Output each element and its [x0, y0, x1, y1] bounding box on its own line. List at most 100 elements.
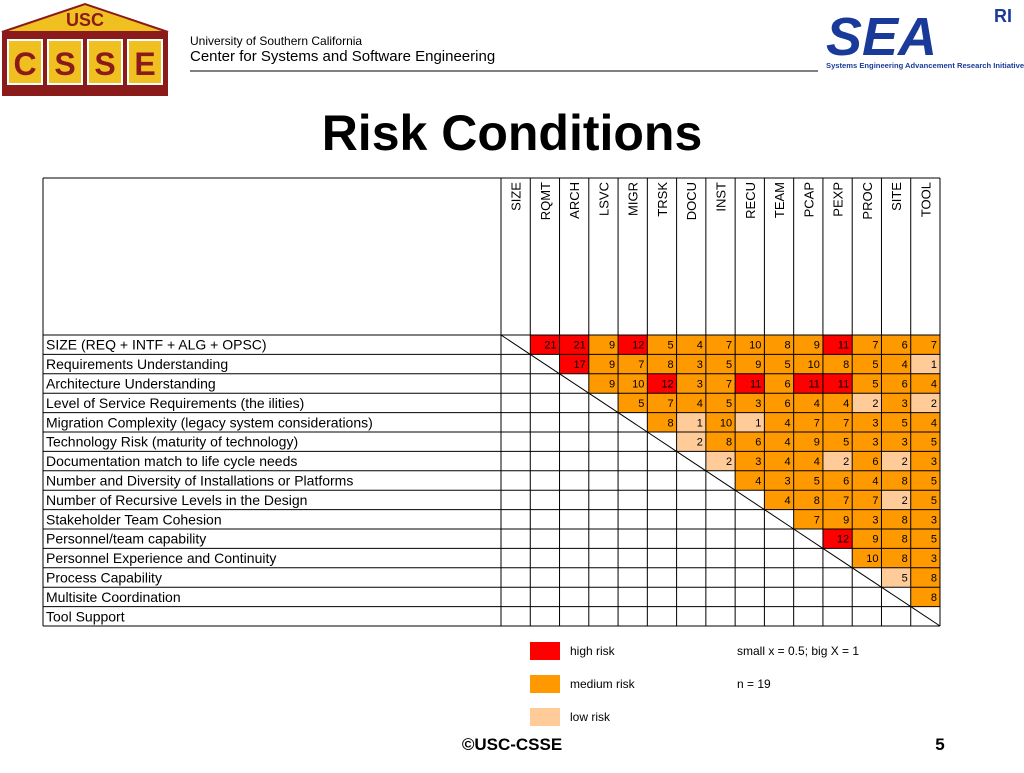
risk-cell [793, 432, 823, 452]
cell-value: 5 [638, 398, 644, 410]
risk-cell [852, 373, 882, 394]
risk-cell [764, 490, 794, 510]
risk-cell [822, 509, 853, 529]
column-header: PEXP [831, 182, 846, 217]
risk-cell [705, 432, 736, 452]
cell-value: 10 [632, 379, 644, 391]
risk-cell [910, 393, 940, 413]
column-header: PCAP [801, 182, 816, 217]
cell-value: 6 [902, 379, 908, 391]
risk-cell [910, 412, 940, 432]
cell-value: 8 [667, 359, 673, 371]
risk-cell [588, 373, 619, 394]
column-header: RQMT [538, 182, 553, 220]
cell-value: 4 [814, 398, 820, 410]
row-label: SIZE (REQ + INTF + ALG + OPSC) [46, 337, 267, 353]
risk-cell [705, 354, 736, 374]
risk-cell [764, 373, 794, 394]
diagonal [734, 489, 765, 511]
cell-value: 3 [931, 514, 937, 526]
cell-value: 5 [843, 437, 849, 449]
risk-cell [852, 490, 882, 510]
diagonal [793, 528, 824, 549]
cell-value: 3 [872, 514, 878, 526]
risk-cell [910, 529, 940, 549]
legend-swatch [530, 708, 560, 726]
risk-cell [910, 451, 940, 471]
risk-cell [793, 490, 823, 510]
risk-cell [881, 490, 911, 510]
cell-value: 5 [667, 340, 673, 352]
risk-cell [881, 393, 911, 413]
center: Center for Systems and Software Engineer… [190, 48, 495, 65]
cell-value: 2 [843, 456, 849, 468]
diagonal [910, 606, 941, 627]
cell-value: 5 [902, 417, 908, 429]
logo-letter: E [134, 46, 155, 82]
risk-cell [588, 335, 619, 355]
risk-cell [735, 432, 765, 452]
risk-cell [881, 432, 911, 452]
risk-cell [852, 451, 882, 471]
cell-value: 4 [814, 456, 820, 468]
risk-cell [676, 393, 706, 413]
cell-value: 9 [609, 379, 615, 391]
cell-value: 4 [755, 476, 761, 488]
cell-value: 4 [785, 495, 791, 507]
risk-cell [881, 548, 911, 568]
risk-cell [881, 373, 911, 394]
cell-value: 2 [902, 495, 908, 507]
risk-cell [764, 470, 794, 491]
row-label: Architecture Understanding [46, 376, 216, 392]
cell-value: 2 [697, 437, 703, 449]
logo-top: USC [66, 10, 104, 30]
risk-cell [822, 451, 853, 471]
legend-swatch [530, 675, 560, 693]
column-header: SITE [889, 182, 904, 211]
cell-value: 5 [931, 495, 937, 507]
diagonal [500, 334, 531, 355]
cell-value: 12 [632, 340, 644, 352]
legend-label: high risk [570, 644, 616, 658]
risk-cell [618, 354, 648, 374]
risk-cell [530, 335, 560, 355]
risk-cell [881, 451, 911, 471]
risk-cell [910, 490, 940, 510]
cell-value: 7 [814, 514, 820, 526]
diagonal [617, 412, 648, 433]
risk-cell [881, 412, 911, 432]
risk-cell [852, 529, 882, 549]
cell-value: 8 [931, 592, 937, 604]
column-header: SIZE [509, 182, 524, 211]
risk-cell [764, 335, 794, 355]
legend-label: low risk [570, 710, 611, 724]
cell-value: 3 [872, 437, 878, 449]
risk-cell [618, 393, 648, 413]
diagonal [764, 509, 794, 530]
row-label: Personnel Experience and Continuity [46, 550, 276, 566]
cell-value: 4 [785, 437, 791, 449]
cell-value: 1 [931, 359, 937, 371]
cell-value: 9 [814, 437, 820, 449]
column-header: RECU [743, 182, 758, 219]
risk-cell [764, 432, 794, 452]
legend-label: medium risk [570, 677, 636, 691]
cell-value: 7 [638, 359, 644, 371]
risk-cell [910, 335, 940, 355]
diagonal [705, 470, 736, 491]
row-label: Personnel/team capability [46, 531, 206, 547]
risk-cell [705, 393, 736, 413]
cell-value: 3 [902, 437, 908, 449]
diagonal [647, 431, 677, 452]
cell-value: 12 [837, 534, 849, 546]
sea-ri-logo: SEA RI Systems Engineering Advancement R… [826, 6, 1024, 70]
cell-value: 9 [609, 340, 615, 352]
risk-cell [881, 567, 911, 588]
cell-value: 8 [902, 476, 908, 488]
cell-value: 4 [697, 398, 703, 410]
cell-value: 9 [814, 340, 820, 352]
risk-cell [822, 393, 853, 413]
cell-value: 7 [931, 340, 937, 352]
risk-cell [588, 354, 619, 374]
